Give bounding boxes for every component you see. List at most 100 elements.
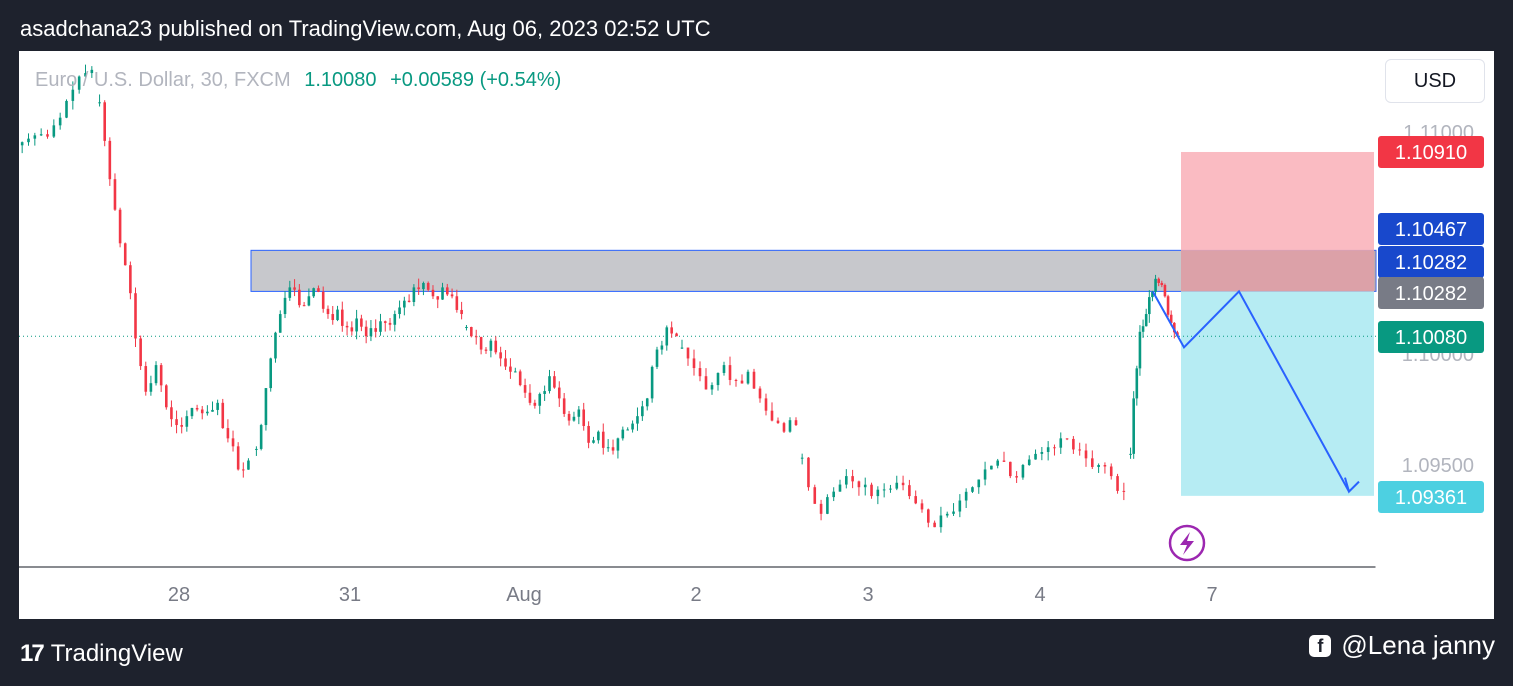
candle-body: [489, 340, 493, 351]
candle-body: [716, 372, 720, 386]
candle-body: [611, 447, 615, 451]
candle-body: [221, 402, 225, 429]
price-label-text: 1.09361: [1395, 487, 1467, 509]
x-tick-label: 3: [862, 584, 873, 606]
candle-body: [698, 368, 702, 377]
candle-body: [1163, 284, 1167, 297]
candle-body: [740, 380, 744, 384]
candle-body: [983, 469, 987, 480]
candle-body: [616, 438, 620, 451]
candle-body: [1122, 490, 1126, 492]
candle-body: [52, 125, 56, 137]
candle-body: [403, 300, 406, 308]
candle-body: [255, 448, 258, 450]
candle-body: [845, 476, 848, 485]
candle-body: [794, 420, 798, 426]
price-label-text: 1.10080: [1395, 327, 1467, 349]
candle-body: [807, 457, 810, 488]
publish-caption: asadchana23 published on TradingView.com…: [20, 16, 711, 41]
price-label-text: 1.10282: [1395, 252, 1467, 274]
candle-body: [876, 489, 880, 497]
candle-body: [108, 140, 112, 180]
candle-body: [562, 398, 566, 414]
candle-body: [1148, 297, 1151, 315]
candle-body: [407, 300, 411, 303]
candle-body: [1160, 282, 1164, 285]
candle-body: [360, 318, 363, 327]
candle-body: [851, 476, 854, 482]
candle-body: [553, 376, 556, 388]
candle-body: [776, 420, 780, 424]
candle-body: [665, 327, 669, 346]
candle-body: [474, 336, 478, 338]
candle-body: [1169, 314, 1173, 323]
candle-body: [680, 347, 684, 349]
chart-canvas[interactable]: 28 31 Aug 2 3 4 71.110001.100001.095001.109101…: [19, 51, 1494, 619]
price-label-badge: [1378, 277, 1484, 309]
candle-body: [211, 409, 214, 412]
candle-body: [264, 388, 268, 426]
candle-body: [1166, 296, 1170, 315]
candle-body: [144, 366, 148, 392]
candle-body: [465, 326, 468, 328]
candle-body: [20, 142, 24, 146]
candle-body: [379, 321, 382, 332]
candle-body: [159, 365, 163, 386]
candle-body: [1078, 449, 1081, 451]
x-tick-label: 4: [1034, 584, 1045, 606]
candle-body: [901, 482, 905, 486]
projection-path: [1152, 289, 1350, 493]
candle-body: [27, 138, 30, 143]
candle-body: [317, 288, 320, 292]
x-tick-label: Aug: [506, 584, 542, 606]
candle-body: [46, 134, 49, 137]
candle-body: [813, 487, 817, 504]
candle-body: [364, 326, 368, 337]
x-tick-label: 28: [168, 584, 190, 606]
tradingview-logo[interactable]: 17 TradingView: [20, 640, 183, 668]
currency-button[interactable]: USD: [1385, 59, 1485, 103]
candle-body: [393, 314, 397, 325]
candle-body: [920, 503, 924, 510]
candle-body: [518, 371, 522, 386]
candle-body: [533, 402, 537, 406]
candle-body: [139, 338, 142, 367]
candle-body: [165, 385, 168, 408]
candle-body: [134, 293, 137, 339]
candle-body: [710, 385, 714, 390]
candle-body: [307, 296, 311, 306]
candle-body: [90, 69, 94, 74]
candle-body: [71, 89, 75, 101]
candle-body: [1065, 438, 1069, 440]
candle-body: [606, 447, 610, 449]
candle-body: [645, 398, 649, 407]
candle-body: [592, 440, 595, 443]
candle-body: [945, 513, 949, 516]
candle-body: [1097, 465, 1100, 467]
candle-body: [548, 376, 551, 392]
candle-body: [185, 416, 189, 427]
candle-body: [977, 479, 981, 488]
candle-body: [383, 321, 387, 323]
candle-body: [819, 503, 823, 514]
candle-body: [412, 287, 416, 303]
chart-panel[interactable]: 28 31 Aug 2 3 4 7 1.11000 1.10000 1.09500 1.10910 1…: [19, 51, 1494, 619]
zone-overlap: [1181, 250, 1376, 292]
candle-body: [259, 425, 263, 449]
candle-body: [431, 289, 435, 297]
candle-body: [838, 484, 842, 492]
candle-body: [195, 407, 199, 410]
symbol-name[interactable]: Euro / U.S. Dollar, 30, FXCM: [35, 69, 291, 91]
candle-body: [670, 327, 673, 334]
candle-body: [758, 388, 762, 399]
candle-body: [436, 296, 440, 300]
candle-body: [621, 429, 625, 439]
candle-body: [1015, 476, 1018, 478]
candle-body: [572, 416, 576, 421]
candle-body: [1072, 438, 1075, 450]
candle-body: [231, 438, 235, 447]
candle-body: [345, 325, 349, 328]
candle-body: [118, 209, 122, 244]
candle-body: [939, 515, 943, 528]
candle-body: [455, 296, 459, 310]
